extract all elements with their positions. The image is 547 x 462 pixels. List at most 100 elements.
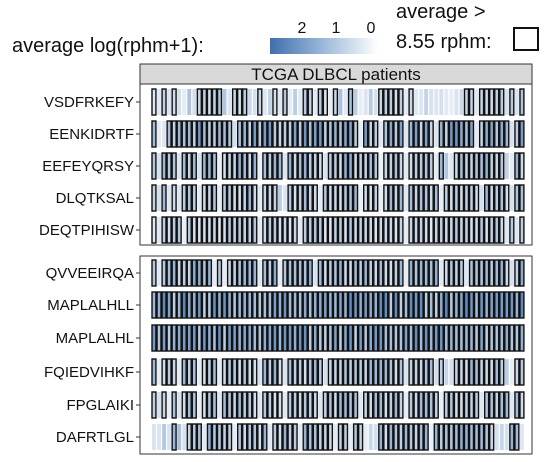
- heatmap-cell: [368, 291, 374, 319]
- heatmap-cell: [181, 358, 187, 386]
- heatmap-cell: [187, 89, 192, 115]
- heatmap-cell: [504, 120, 510, 148]
- heatmap-cell: [278, 89, 282, 115]
- heatmap-cell: [327, 291, 334, 319]
- heatmap-cell: [499, 324, 505, 352]
- heatmap-cell: [514, 89, 519, 115]
- heatmap-cell: [348, 424, 353, 450]
- heatmap-cell: [287, 152, 293, 180]
- heatmap-cell: [177, 359, 182, 385]
- heatmap-cell: [443, 324, 449, 352]
- heatmap-cell: [157, 217, 161, 243]
- heatmap-cell: [332, 216, 339, 244]
- heatmap-cell: [332, 324, 339, 352]
- heatmap-cell: [443, 291, 449, 319]
- heatmap-cell: [322, 423, 329, 451]
- heatmap-cell: [413, 324, 419, 352]
- heatmap-cell: [217, 392, 222, 418]
- heatmap-cell: [444, 153, 449, 179]
- heatmap-cell: [206, 358, 213, 386]
- heatmap-cell: [378, 259, 384, 287]
- heatmap-cell: [201, 120, 208, 148]
- heatmap-cell: [307, 358, 313, 386]
- heatmap-cell: [231, 291, 238, 319]
- heatmap-cell: [352, 324, 359, 352]
- panel-bottom: QVVEEIRQA MAPLALHLL MAPLALHL FQIEDVIHKF FPGL…: [44, 255, 533, 455]
- heatmap-cell: [322, 324, 329, 352]
- heatmap-cell: [393, 324, 399, 352]
- heatmap-cell: [489, 216, 495, 244]
- heatmap-cell: [247, 259, 253, 287]
- heatmap-cell: [282, 324, 288, 352]
- heatmap-cell: [196, 216, 202, 244]
- heatmap-cell: [433, 184, 439, 212]
- heatmap-cell: [483, 423, 490, 451]
- heatmap-cell: [191, 324, 197, 352]
- heatmap-cell: [332, 391, 339, 419]
- heatmap-cell: [221, 358, 228, 386]
- heatmap-cell: [297, 391, 303, 419]
- heatmap-cell: [216, 259, 223, 287]
- heatmap-cell: [499, 391, 505, 419]
- heatmap-cell: [171, 152, 177, 180]
- row-label: FQIEDVIHKF: [44, 364, 134, 381]
- heatmap-cell: [302, 216, 308, 244]
- heatmap-cell: [363, 152, 369, 180]
- heatmap-cell: [252, 423, 258, 451]
- heatmap-cell: [171, 259, 177, 287]
- heatmap-cell: [201, 152, 208, 180]
- heatmap-cell: [368, 424, 373, 450]
- heatmap-cell: [342, 152, 349, 180]
- heatmap-cell: [181, 391, 187, 419]
- heatmap-cell: [197, 392, 202, 418]
- heatmap-cell: [217, 185, 222, 211]
- heatmap-cell: [383, 184, 389, 212]
- heatmap-cell: [404, 260, 408, 286]
- heatmap-cell: [383, 259, 389, 287]
- heatmap-cell: [378, 423, 384, 451]
- heatmap-cell: [393, 152, 399, 180]
- heatmap-cell: [408, 391, 414, 419]
- heatmap-cell: [363, 259, 369, 287]
- heatmap-cell: [509, 359, 514, 385]
- heatmap-cell: [514, 324, 520, 352]
- row-labels: QVVEEIRQA MAPLALHLL MAPLALHL FQIEDVIHKF FPGL…: [44, 265, 140, 446]
- heatmap-cell: [151, 216, 157, 244]
- heatmap-cell: [166, 216, 172, 244]
- heatmap-cell: [232, 424, 237, 450]
- heatmap-cell: [494, 358, 500, 386]
- heatmap-cell: [206, 324, 213, 352]
- heatmap-cell: [202, 424, 207, 450]
- heatmap-cell: [443, 259, 449, 287]
- heatmap-cell: [171, 423, 177, 451]
- heatmap-cell: [393, 184, 399, 212]
- row-label: EEFEYQRSY: [42, 158, 134, 175]
- heatmap-cell: [408, 152, 414, 180]
- heatmap-cell: [413, 184, 419, 212]
- heatmap-cell: [287, 324, 293, 352]
- heatmap-cell: [418, 259, 424, 287]
- heatmap-cell: [287, 391, 293, 419]
- heatmap-cell: [332, 184, 339, 212]
- heatmap-cell: [161, 391, 167, 419]
- heatmap-cell: [463, 152, 470, 180]
- heatmap-cell: [504, 359, 509, 385]
- heatmap-cell: [262, 291, 268, 319]
- heatmap-cell: [347, 391, 354, 419]
- heatmap-cell: [287, 423, 293, 451]
- heatmap-cell: [317, 358, 323, 386]
- heatmap-cell: [312, 324, 318, 352]
- heatmap-cell: [191, 259, 197, 287]
- heatmap-cell: [519, 259, 525, 287]
- heatmap-cell: [468, 259, 475, 287]
- heatmap-cell: [378, 88, 384, 116]
- heatmap-cell: [423, 152, 429, 180]
- heatmap-cell: [347, 358, 354, 386]
- heatmap-cell: [388, 324, 394, 352]
- heatmap-cell: [494, 324, 500, 352]
- panel-cells: [151, 88, 525, 244]
- heatmap-cell: [489, 423, 495, 451]
- heatmap-cell: [347, 152, 354, 180]
- heatmap-cell: [151, 184, 157, 212]
- heatmap-cell: [151, 324, 157, 352]
